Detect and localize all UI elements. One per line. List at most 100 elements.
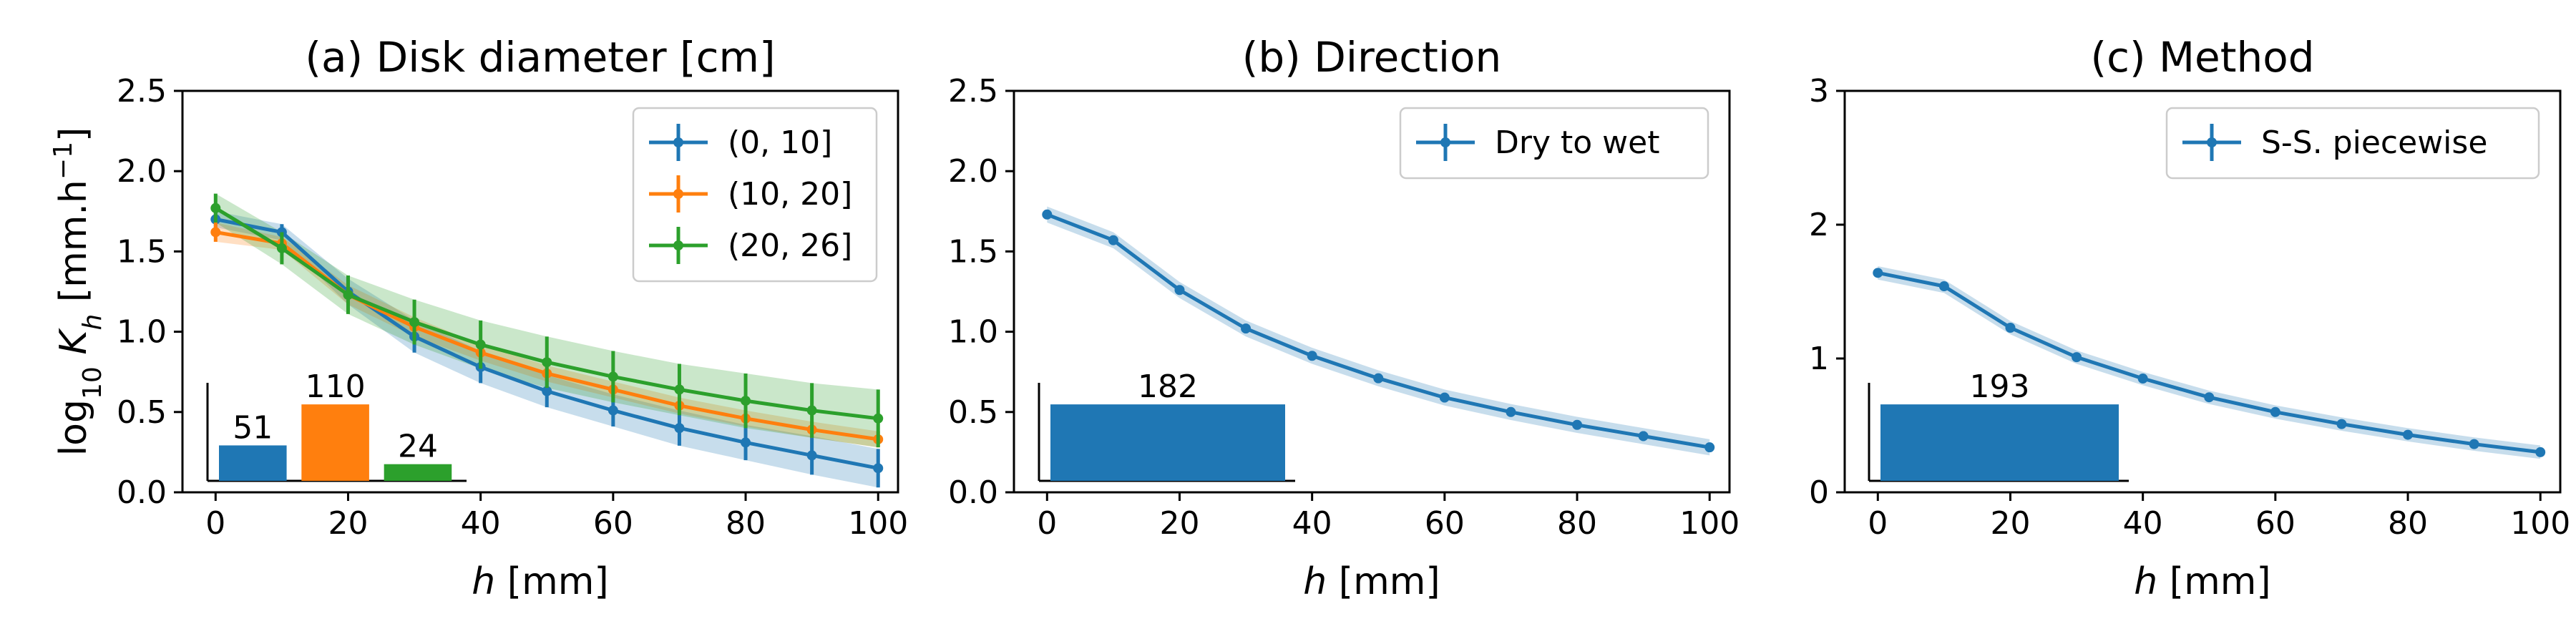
y-tick-label: 2.0 (948, 153, 998, 190)
y-tick-label: 0.5 (117, 394, 167, 431)
x-axis-label-symbol: h (2134, 560, 2157, 603)
data-point (409, 317, 420, 328)
legend-label: (20, 26] (728, 228, 852, 264)
x-tick-label: 80 (1557, 505, 1597, 542)
x-tick-label: 40 (461, 505, 501, 542)
legend-label: S-S. piecewise (2261, 125, 2487, 161)
data-point (542, 357, 552, 368)
data-point (2137, 374, 2148, 384)
inset-bar-label: 110 (306, 369, 366, 405)
inset-bar-label: 51 (233, 409, 273, 446)
panel-method: (c) Method 193 0 20 40 60 80 100 0 1 2 3 h [mm] S-S. … (1809, 33, 2570, 603)
confidence-band (215, 193, 879, 448)
data-point (2469, 439, 2479, 449)
data-point (276, 243, 287, 253)
x-tick-label: 0 (1868, 505, 1888, 542)
data-point (674, 423, 685, 434)
inset-bar (301, 404, 369, 481)
confidence-band (1047, 206, 1710, 456)
x-tick-label: 0 (1037, 505, 1057, 542)
legend-label: (0, 10] (728, 125, 832, 161)
data-point (741, 437, 751, 448)
data-point (2072, 352, 2082, 363)
data-point (475, 339, 486, 350)
data-point (806, 405, 817, 416)
y-tick-label: 1.0 (117, 314, 167, 351)
y-axis-label-part: h (78, 314, 107, 331)
x-axis-label: h [mm] (472, 560, 608, 603)
inset-bar-label: 193 (1970, 369, 2030, 405)
x-tick-label: 80 (2388, 505, 2428, 542)
y-axis-label-part: log (52, 399, 95, 456)
inset-bar-label: 182 (1138, 369, 1198, 405)
confidence-band (215, 211, 879, 488)
x-axis-label: h [mm] (1303, 560, 1440, 603)
data-point (873, 413, 884, 424)
data-point (210, 203, 221, 213)
data-point (1506, 406, 1516, 417)
y-axis-label-part: 10 (78, 366, 107, 399)
x-tick-label: 20 (328, 505, 368, 542)
y-tick-label: 2.0 (117, 153, 167, 190)
x-tick-label: 100 (1679, 505, 1740, 542)
data-point (2005, 322, 2016, 333)
data-point (1638, 431, 1649, 441)
y-axis-label-part: ] (52, 127, 95, 142)
y-tick-label: 2.5 (948, 73, 998, 109)
x-axis-label-unit: [mm] (1327, 560, 1440, 603)
legend-label: Dry to wet (1495, 125, 1659, 161)
data-point (1873, 268, 1883, 278)
data-point (608, 405, 618, 416)
legend-label: (10, 20] (728, 176, 852, 213)
x-axis-label-symbol: h (472, 560, 495, 603)
x-tick-label: 40 (1292, 505, 1332, 542)
data-point (1307, 351, 1317, 361)
panel-title: (c) Method (2090, 33, 2314, 82)
x-axis-label-symbol: h (1303, 560, 1327, 603)
inset-bar (1050, 404, 1285, 481)
data-point (873, 463, 884, 474)
panel-direction: (b) Direction 182 0 20 40 60 80 100 0.0 0.5 1.0 1.5… (948, 33, 1740, 603)
legend-marker (673, 189, 683, 199)
data-point (542, 386, 552, 396)
data-point (1704, 442, 1715, 453)
inset-bar (1880, 404, 2119, 481)
x-tick-label: 40 (2123, 505, 2163, 542)
y-axis-label-part: K (52, 328, 95, 367)
legend-box (632, 107, 878, 283)
axes-frame (1013, 89, 1731, 494)
y-tick-label: 2 (1809, 207, 1829, 243)
data-point (1373, 373, 1384, 384)
x-axis-label-unit: [mm] (2157, 560, 2270, 603)
x-tick-label: 0 (205, 505, 225, 542)
legend-marker (673, 137, 683, 147)
data-point (806, 450, 817, 461)
panel-disk-diameter: (a) Disk diameter [cm] 51 110 24 0 20 40 60 80 10… (49, 33, 909, 603)
data-point (2535, 447, 2546, 457)
data-point (1572, 419, 1583, 430)
x-tick-label: 80 (726, 505, 766, 542)
y-axis-label-part: [mm.h (52, 180, 95, 314)
data-point (1042, 209, 1053, 220)
legend-marker (1440, 137, 1450, 147)
inset-bar-label: 24 (398, 429, 438, 465)
y-tick-label: 1 (1809, 341, 1829, 377)
y-tick-label: 1.5 (117, 233, 167, 270)
y-tick-label: 1.0 (948, 314, 998, 351)
data-point (1108, 235, 1118, 245)
legend-marker (673, 240, 683, 250)
data-point (343, 289, 353, 300)
x-tick-label: 60 (1425, 505, 1465, 542)
data-point (2270, 406, 2280, 417)
y-tick-label: 0.0 (948, 474, 998, 511)
y-tick-label: 0 (1809, 474, 1829, 511)
panel-title: (b) Direction (1242, 33, 1502, 82)
x-axis-label-unit: [mm] (495, 560, 608, 603)
x-axis-label: h [mm] (2134, 560, 2270, 603)
data-point (1439, 392, 1450, 403)
data-point (674, 384, 685, 395)
y-axis-label-part: −1 (49, 142, 78, 180)
data-point (741, 396, 751, 406)
axes-frame (181, 89, 899, 494)
